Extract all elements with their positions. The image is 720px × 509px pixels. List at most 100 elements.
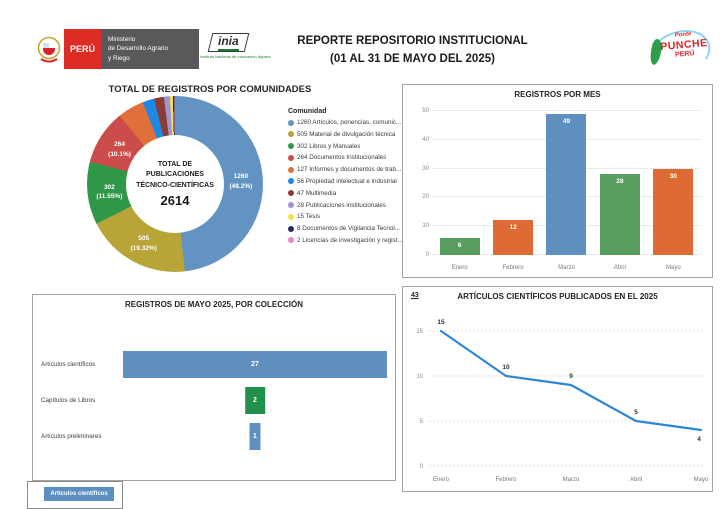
peru-label: PERÚ (69, 44, 95, 54)
legend-item[interactable]: 47 Multimedia (288, 190, 408, 197)
bar-chart-plot: 0 10 20 30 40 50 6 12 49 28 30 (422, 108, 700, 258)
donut-center-line1: TOTAL DE (157, 160, 193, 168)
report-title: REPORTE REPOSITORIO INSTITUCIONAL (01 AL… (255, 33, 570, 69)
bar-y-tick-label: 20 (422, 194, 429, 201)
legend-item[interactable]: 56 Propiedad intelectual e industrial (288, 178, 408, 185)
bar-x-tick-label: Enero (451, 265, 468, 271)
funnel-row: Capítulos de Libros 2 (41, 387, 387, 414)
line-x-tick-label: Febrero (495, 477, 517, 483)
bar-chart-x-labels: Enero Febrero Marzo Abril Mayo (433, 265, 700, 271)
funnel-category-label: Artículos preliminares (41, 433, 102, 440)
line-y-tick-label: 10 (416, 374, 423, 380)
line-y-tick-label: 0 (420, 464, 424, 470)
line-y-tick-label: 15 (416, 329, 423, 335)
bar-abril[interactable]: 28 (599, 174, 640, 255)
legend-item[interactable]: 2 Licencias de investigación y regist... (288, 237, 408, 244)
peru-coat-of-arms-icon (34, 29, 64, 69)
line-x-tick-label: Marzo (563, 477, 580, 483)
pie-slice-label: 264 (10.1%) (90, 140, 150, 159)
legend-item[interactable]: 302 Libros y Manuales (288, 143, 408, 150)
legend-color-dot (288, 225, 294, 232)
bar-x-tick-label: Febrero (502, 265, 524, 271)
legend-item-label: 8 Documentos de Vigilancia Tecnol... (297, 225, 401, 233)
pie-slice-pct: (48.2%) (229, 182, 253, 190)
legend-item-label: 15 Tesis (297, 213, 320, 221)
legend-item-label: 28 Publicaciones institucionales (297, 201, 386, 209)
bar-value-label: 12 (509, 224, 517, 232)
pie-legend-title: Comunidad (288, 108, 327, 115)
legend-item-label: 47 Multimedia (297, 189, 337, 197)
legend-item-label: 1260 Artículos, ponencias, comunic... (297, 119, 402, 126)
legend-item[interactable]: 8 Documentos de Vigilancia Tecnol... (288, 225, 408, 232)
inia-wordmark: inia (217, 34, 239, 51)
legend-color-dot (288, 154, 294, 161)
pie-slice-value: 505 (138, 235, 150, 243)
bar-series: 6 12 49 28 30 (433, 111, 700, 255)
communities-donut-chart[interactable]: TOTAL DE PUBLICACIONES TÉCNICO-CIENTÍFIC… (87, 96, 263, 272)
peru-wordmark: PERÚ (64, 29, 101, 69)
legend-item-label: 127 Informes y documentos de trab... (297, 166, 402, 174)
pie-legend-items: 1260 Artículos, ponencias, comunic... 505… (288, 119, 408, 244)
funnel-bar[interactable]: 1 (249, 423, 261, 450)
pie-slice-pct: (10.1%) (108, 150, 131, 158)
legend-item[interactable]: 505 Material de divulgación técnica (288, 131, 408, 138)
bar-value-label: 49 (562, 117, 571, 125)
pie-slice-pct: (19.32%) (130, 244, 157, 252)
bar-febrero[interactable]: 12 (493, 220, 534, 255)
inia-subtitle: Instituto Nacional de Innovación Agraria (200, 54, 271, 59)
bar-marzo[interactable]: 49 (546, 113, 587, 255)
inia-logo-box: inia (207, 33, 249, 52)
donut-center-line2: PUBLICACIONES (146, 171, 204, 179)
legend-color-dot (288, 178, 294, 185)
legend-item[interactable]: 15 Tesis (288, 213, 408, 220)
funnel-bar-area: 27 (123, 351, 387, 378)
legend-item-label: 56 Propiedad intelectual e industrial (297, 177, 397, 185)
bar-y-tick-label: 40 (422, 136, 429, 143)
funnel-row: Artículos preliminares 1 (41, 423, 387, 450)
inia-logo: inia Instituto Nacional de Innovación Ag… (200, 32, 271, 59)
punche-text: Ponte PUNCHE PERÚ (656, 30, 712, 62)
bar-gridline (433, 110, 700, 111)
pie-slice-label: 1260 (48.2%) (211, 172, 271, 191)
legend-color-dot (288, 202, 294, 209)
donut-center-total: 2614 (160, 193, 190, 209)
pie-chart-title: TOTAL DE REGISTROS POR COMUNIDADES (108, 84, 312, 95)
legend-item-label: 302 Libros y Manuales (297, 142, 361, 150)
legend-item[interactable]: 1260 Artículos, ponencias, comunic... (288, 119, 408, 126)
legend-item[interactable]: 127 Informes y documentos de trab... (288, 166, 408, 173)
bar-value-label: 30 (669, 172, 677, 180)
line-point-label: 10 (502, 364, 510, 371)
donut-center: TOTAL DE PUBLICACIONES TÉCNICO-CIENTÍFIC… (126, 135, 224, 233)
bar-x-tick-label: Abril (613, 265, 626, 271)
ministry-line1: Ministerio (108, 35, 136, 43)
bar-x-tick-label: Mayo (665, 265, 681, 271)
legend-item-label: 264 Documentos Institucionales (297, 154, 387, 162)
communities-pie-panel: TOTAL DE REGISTROS POR COMUNIDADES TOTAL… (30, 82, 403, 278)
legend-color-dot (288, 143, 294, 150)
report-header: PERÚ Ministerio de Desarrollo Agrario y … (0, 22, 720, 84)
bar-enero[interactable]: 6 (439, 237, 480, 255)
funnel-bar[interactable]: 2 (245, 387, 265, 414)
bar-value-label: 6 (457, 241, 462, 249)
funnel-bar-area: 2 (123, 387, 387, 414)
pie-slice-value: 302 (103, 184, 115, 192)
tab-articulos-cientificos[interactable]: Artículos científicos (44, 487, 114, 501)
legend-color-dot (288, 119, 294, 126)
funnel-chart-rows: Artículos científicos 27 Capítulos de Libr… (41, 351, 387, 459)
line-point-label: 15 (437, 319, 445, 326)
legend-item[interactable]: 264 Documentos Institucionales (288, 154, 408, 161)
funnel-bar-area: 1 (123, 423, 387, 450)
line-x-tick-label: Abril (630, 477, 642, 483)
line-chart-canvas[interactable]: 0 5 10 15 15 10 9 5 4 Enero Febrero Marzo Abril Mayo (403, 305, 712, 490)
line-x-tick-label: Enero (433, 477, 450, 483)
legend-item[interactable]: 28 Publicaciones institucionales (288, 202, 408, 209)
report-title-line2: (01 AL 31 DE MAYO DEL 2025) (330, 52, 495, 65)
funnel-row: Artículos científicos 27 (41, 351, 387, 378)
line-point-label: 4 (697, 436, 701, 443)
funnel-bar[interactable]: 27 (123, 351, 387, 378)
bar-mayo[interactable]: 30 (653, 168, 694, 255)
pie-legend: Comunidad 1260 Artículos, ponencias, com… (288, 108, 408, 249)
legend-item-label: 505 Material de divulgación técnica (297, 130, 396, 138)
bar-y-tick-label: 0 (425, 252, 429, 258)
funnel-chart-title: REGISTROS DE MAYO 2025, POR COLECCIÓN (125, 300, 303, 309)
